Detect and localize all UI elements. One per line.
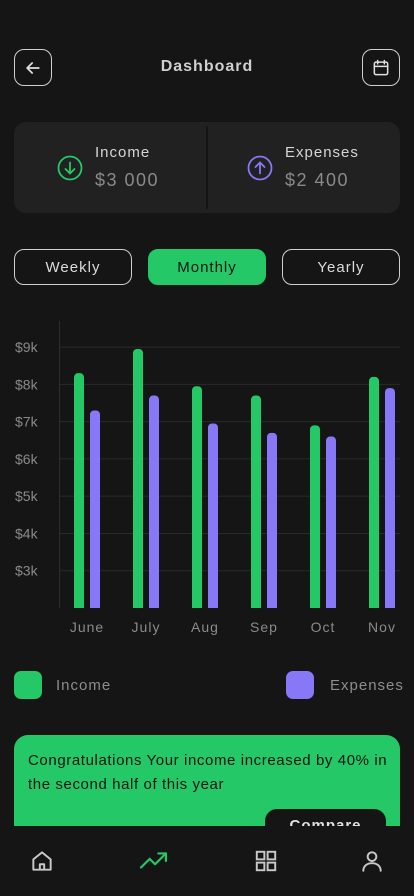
trending-up-icon xyxy=(139,852,167,869)
bar-expenses-july[interactable] xyxy=(149,395,159,614)
baseline-mask xyxy=(60,608,414,616)
chart-bars xyxy=(60,348,414,616)
bar-expenses-sep[interactable] xyxy=(267,432,277,614)
tab-grid[interactable] xyxy=(253,848,279,874)
x-axis-labels: June July Aug Sep Oct Nov xyxy=(70,619,396,635)
calendar-button[interactable] xyxy=(362,49,400,86)
legend-income-swatch xyxy=(14,671,42,699)
home-icon xyxy=(32,851,52,871)
bar-income-nov[interactable] xyxy=(369,376,379,614)
y-tick-label: $4k xyxy=(15,525,39,541)
income-expenses-chart: $3k $4k $5k $6k $7k $8k $9k June July Aug Sep Oct N… xyxy=(15,321,414,635)
bar-income-sep[interactable] xyxy=(251,395,261,614)
summary-card: Income $3 000 Expenses $2 400 xyxy=(14,122,400,213)
x-tick-label: Nov xyxy=(368,619,396,635)
legend-expenses-label: Expenses xyxy=(330,677,404,694)
x-tick-label: June xyxy=(70,619,104,635)
y-tick-label: $6k xyxy=(15,451,39,467)
income-value: $3 000 xyxy=(95,170,160,190)
income-summary: Income $3 000 xyxy=(14,122,206,213)
arrow-left-icon xyxy=(26,61,40,74)
arrow-down-circle-icon xyxy=(57,155,83,181)
expenses-label: Expenses xyxy=(285,144,359,161)
tab-stats[interactable] xyxy=(139,848,169,874)
tab-yearly[interactable]: Yearly xyxy=(282,249,400,285)
user-icon xyxy=(362,851,382,872)
x-tick-label: Oct xyxy=(311,619,336,635)
bar-expenses-june[interactable] xyxy=(90,410,100,614)
grid-icon xyxy=(255,850,277,872)
bar-income-oct[interactable] xyxy=(310,425,320,614)
y-axis-ticks: $3k $4k $5k $6k $7k $8k $9k xyxy=(15,339,39,579)
tab-monthly[interactable]: Monthly xyxy=(148,249,266,285)
page-title: Dashboard xyxy=(160,58,254,75)
x-tick-label: July xyxy=(132,619,161,635)
bar-income-aug[interactable] xyxy=(192,386,202,614)
legend-income-label: Income xyxy=(56,677,112,694)
expenses-summary: Expenses $2 400 xyxy=(208,122,400,213)
y-tick-label: $5k xyxy=(15,488,39,504)
bar-expenses-oct[interactable] xyxy=(326,436,336,614)
x-tick-label: Aug xyxy=(191,619,219,635)
bar-expenses-aug[interactable] xyxy=(208,423,218,615)
promo-message: Congratulations Your income increased by… xyxy=(28,752,388,793)
arrow-up-circle-icon xyxy=(247,155,273,181)
y-tick-label: $8k xyxy=(15,376,39,392)
summary-divider xyxy=(206,126,208,209)
y-tick-label: $3k xyxy=(15,563,39,579)
bar-income-july[interactable] xyxy=(133,348,143,614)
legend-expenses-swatch xyxy=(286,671,314,699)
expenses-value: $2 400 xyxy=(285,170,350,190)
calendar-icon xyxy=(373,59,389,75)
bar-expenses-nov[interactable] xyxy=(385,388,395,614)
y-tick-label: $9k xyxy=(15,339,39,355)
tab-profile[interactable] xyxy=(359,848,385,874)
income-label: Income xyxy=(95,144,151,161)
tab-weekly[interactable]: Weekly xyxy=(14,249,132,285)
bar-income-june[interactable] xyxy=(74,373,84,614)
back-button[interactable] xyxy=(14,49,52,86)
chart-grid xyxy=(60,346,400,572)
y-tick-label: $7k xyxy=(15,414,39,430)
x-tick-label: Sep xyxy=(250,619,278,635)
tab-home[interactable] xyxy=(29,848,55,874)
bottom-tab-bar xyxy=(0,826,414,896)
